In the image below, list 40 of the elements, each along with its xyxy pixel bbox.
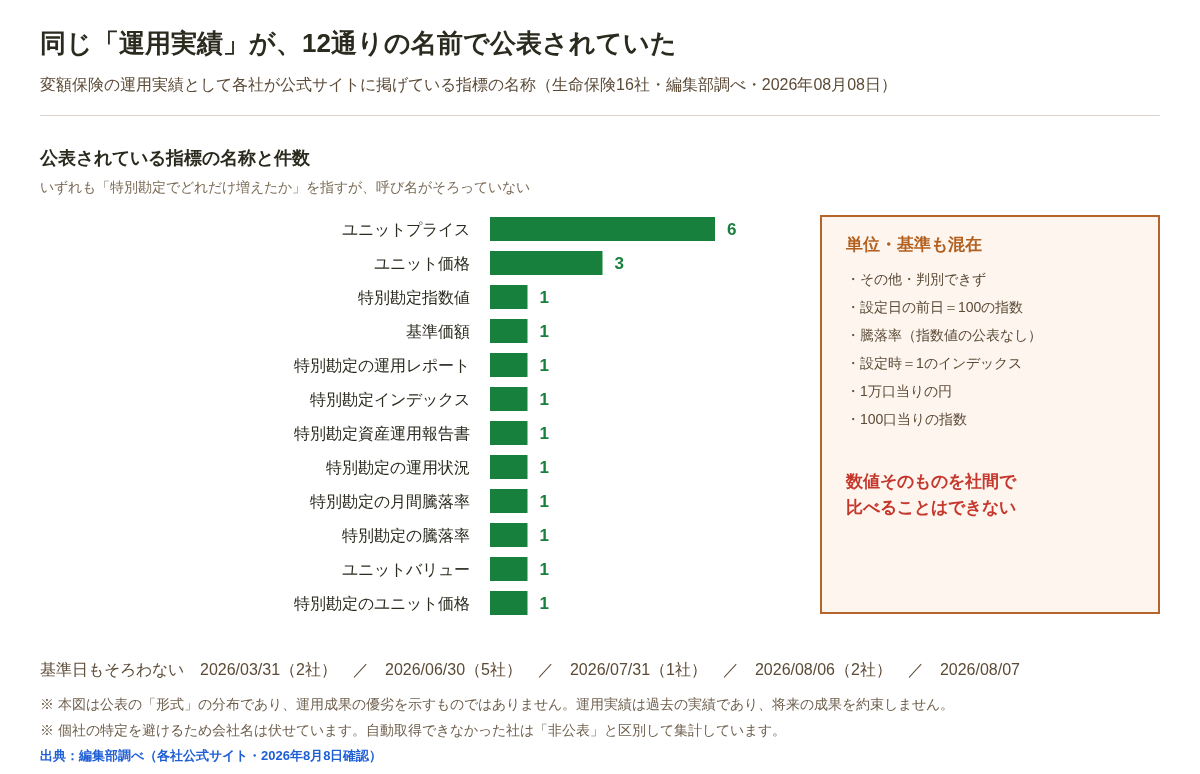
y-tick-label: 特別勘定の運用レポート xyxy=(294,356,470,374)
y-tick-label: 特別勘定のユニット価格 xyxy=(294,594,470,612)
data-label: 1 xyxy=(539,287,549,307)
data-label: 1 xyxy=(539,457,549,477)
chart-title: 同じ「運用実績」が、12通りの名前で公表されていた xyxy=(40,28,677,60)
y-tick-label: ユニット価格 xyxy=(374,254,470,272)
data-label: 1 xyxy=(539,423,549,443)
text: ・設定時＝1のインデックス xyxy=(846,355,1022,372)
text: ・騰落率（指数値の公表なし） xyxy=(846,327,1042,344)
data-label: 1 xyxy=(539,525,549,545)
text: 基準日もそろわない 2026/03/31（2社） ／ 2026/06/30（5社） ／ 2026/07/31（1社） ／ 2026/08/06（2社） ／ 2026/08/07 xyxy=(40,660,1020,680)
y-tick-label: 特別勘定の月間騰落率 xyxy=(310,492,470,510)
y-tick-label: ユニットプライス xyxy=(342,220,470,238)
text: 公表されている指標の名称と件数 xyxy=(40,148,310,170)
text: ・その他・判別できず xyxy=(846,271,986,288)
y-tick-label: 特別勘定インデックス xyxy=(310,390,470,408)
y-tick-label: ユニットバリュー xyxy=(342,560,470,578)
text: ※ 個社の特定を避けるため会社名は伏せています。自動取得できなかった社は「非公表」と区別して集計しています。 xyxy=(40,722,786,739)
chart-subtitle: 変額保険の運用実績として各社が公式サイトに掲げている指標の名称（生命保険16社・編集部調べ・2026年08月08日） xyxy=(40,75,897,95)
y-tick-label: 特別勘定の騰落率 xyxy=(342,526,470,544)
text: ・設定日の前日＝100の指数 xyxy=(846,299,1024,316)
text: 数値そのものを社間で比べることはできない xyxy=(846,471,1018,519)
data-label: 1 xyxy=(539,559,549,579)
data-label: 6 xyxy=(727,219,737,239)
text: いずれも「特別勘定でどれだけ増えたか」を指すが、呼び名がそろっていない xyxy=(40,179,530,196)
text: ※ 本図は公表の「形式」の分布であり、運用成果の優劣を示すものではありません。運用実績は過去の実績であり、将来の成果を約束しません。 xyxy=(40,696,954,713)
y-tick-label: 基準価額 xyxy=(406,322,470,340)
data-label: 1 xyxy=(539,491,549,511)
data-label: 1 xyxy=(539,355,549,375)
data-label: 1 xyxy=(539,321,549,341)
y-tick-label: 特別勘定資産運用報告書 xyxy=(294,424,470,442)
text: 単位・基準も混在 xyxy=(846,235,982,256)
y-tick-label: 特別勘定の運用状況 xyxy=(326,458,470,476)
data-label: 3 xyxy=(614,253,624,273)
text: ・100口当りの指数 xyxy=(846,411,968,428)
y-tick-label: 特別勘定指数値 xyxy=(358,288,470,306)
source-note: 出典：編集部調べ（各社公式サイト・2026年8月8日確認） xyxy=(40,748,383,764)
data-label: 1 xyxy=(539,389,549,409)
data-label: 1 xyxy=(539,593,549,613)
text: ・1万口当りの円 xyxy=(846,383,952,400)
